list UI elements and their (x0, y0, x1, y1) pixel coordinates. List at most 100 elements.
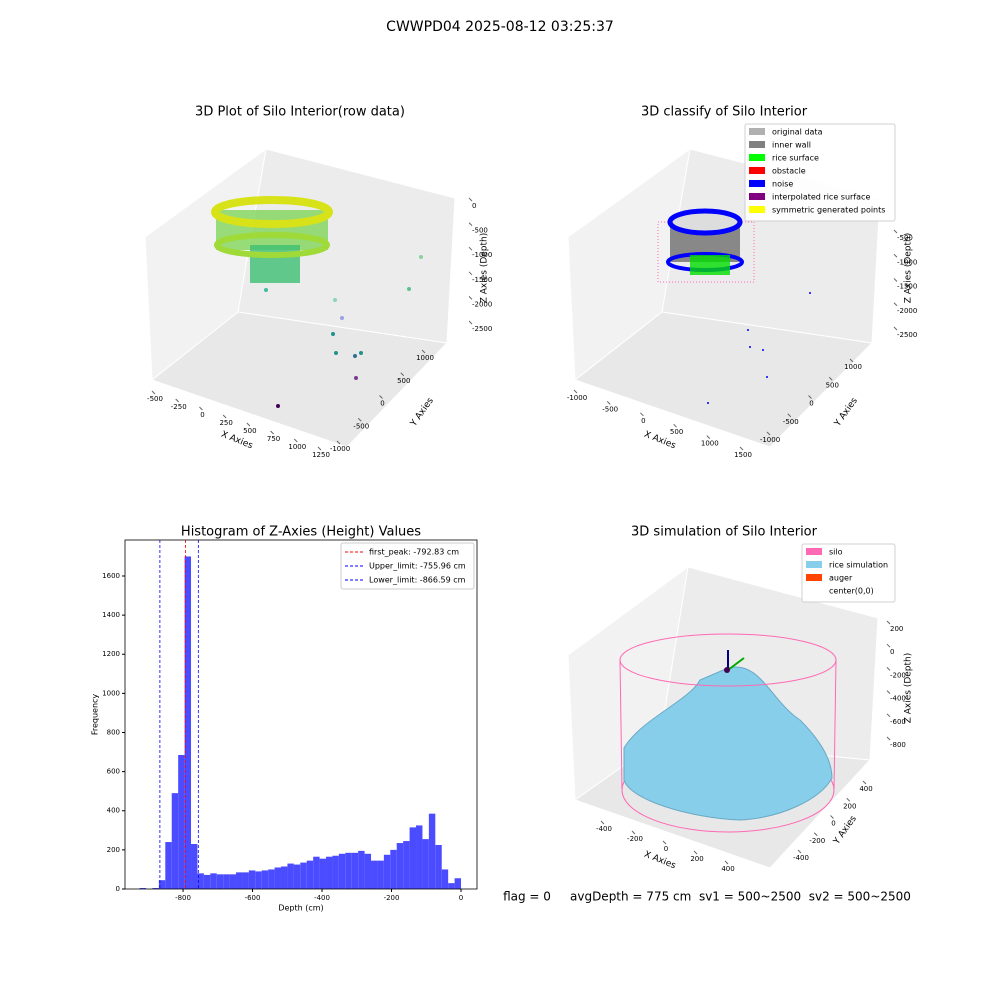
x-tick-label: 500 (670, 428, 683, 436)
legend-label: rice simulation (829, 561, 888, 570)
bar (338, 853, 346, 889)
y-tick-label: 600 (107, 768, 120, 776)
legend-swatch (806, 587, 822, 594)
legend-box (801, 543, 896, 603)
bar (416, 825, 423, 889)
x-tick-label: -800 (175, 894, 191, 902)
point-cloud-body (250, 245, 300, 283)
outlier (276, 404, 280, 408)
tick-mark (808, 395, 812, 399)
z-tick-label: -200 (890, 671, 906, 679)
bar (165, 842, 172, 889)
bar (184, 556, 192, 889)
bar (448, 883, 455, 889)
bar (274, 867, 282, 889)
bar (306, 860, 314, 889)
y-tick-label: -1000 (330, 445, 350, 453)
bar (409, 827, 417, 889)
z-tick-label: -2500 (472, 325, 492, 333)
x-tick-label: -400 (314, 894, 330, 902)
y-tick-label: 0 (809, 400, 813, 408)
noise-ring (667, 208, 743, 236)
legend-label: rice surface (772, 154, 819, 163)
bar (326, 856, 333, 889)
x-tick-label: -200 (384, 894, 400, 902)
tick-mark (797, 849, 802, 854)
noise-point (749, 346, 751, 348)
legend-label: silo (829, 548, 843, 557)
bar (454, 878, 462, 889)
legend-swatch (749, 141, 765, 148)
tick-mark (787, 413, 792, 418)
tick-mark (893, 253, 898, 258)
bar (377, 860, 384, 889)
y-tick-label: 1400 (102, 611, 120, 619)
tick-mark (893, 302, 898, 307)
bar (171, 793, 179, 889)
plot4-panes (567, 565, 879, 869)
y-tick-label: 1600 (102, 572, 120, 580)
tick-mark (662, 840, 667, 845)
bar (313, 856, 320, 889)
bar (139, 888, 147, 889)
bar (203, 874, 211, 889)
outlier (264, 288, 268, 292)
tick-mark (813, 832, 818, 837)
legend-swatch (806, 574, 822, 581)
outlier (354, 376, 358, 380)
legend-label: Lower_limit: -866.59 cm (369, 576, 466, 585)
tick-mark (886, 667, 891, 671)
bar (319, 858, 327, 889)
x-tick-label: 0 (664, 845, 668, 853)
tick-mark (270, 430, 274, 435)
tick-mark (766, 431, 771, 436)
legend-swatch (806, 561, 822, 568)
outlier (334, 351, 338, 355)
tick-mark (336, 440, 341, 445)
tick-mark (849, 358, 854, 363)
bar (428, 813, 436, 889)
rice-surface (623, 666, 833, 821)
y-tick-label: 1000 (844, 363, 862, 371)
x-tick-label: 1500 (734, 451, 752, 459)
x-tick-label: 1000 (701, 440, 719, 448)
z-axis-label: Z Axies (Depth) (904, 653, 914, 724)
x-tick-label: -400 (596, 825, 612, 833)
outlier (331, 332, 335, 336)
y-tick-label: -500 (353, 422, 369, 430)
x-axis-label: Depth (cm) (278, 904, 323, 913)
bar (268, 869, 275, 889)
tick-mark (640, 412, 644, 417)
legend-swatch (749, 154, 765, 161)
x-tick-label: 1000 (288, 443, 306, 451)
bar (403, 841, 410, 889)
outlier (353, 354, 357, 358)
tick-mark (379, 395, 383, 399)
y-tick-label: 400 (859, 785, 872, 793)
outlier (407, 287, 411, 291)
tick-mark (222, 414, 227, 419)
point-cloud-body (216, 210, 328, 250)
panel-title: 3D simulation of Silo Interior (631, 525, 818, 540)
y-tick-label: -400 (793, 854, 809, 862)
x-tick-label: 1250 (312, 451, 330, 459)
x-tick-label: 0 (641, 417, 645, 425)
plot1-panes (144, 147, 456, 448)
rice-surface (690, 255, 730, 275)
tick-mark (862, 780, 867, 785)
bar (383, 854, 391, 889)
x-tick-label: -200 (627, 835, 643, 843)
tick-mark (151, 390, 156, 395)
bar (435, 844, 442, 889)
tick-mark (886, 713, 891, 718)
x-tick-label: 200 (690, 855, 703, 863)
noise-point (809, 292, 811, 294)
tick-mark (357, 417, 362, 422)
tick-mark (886, 643, 891, 648)
bar (152, 888, 159, 889)
y-tick-label: 500 (826, 381, 839, 389)
panel-title: Histogram of Z-Axies (Height) Values (181, 525, 421, 540)
tick-mark (631, 830, 636, 835)
bar (281, 866, 288, 889)
y-tick-label: 400 (107, 807, 120, 815)
